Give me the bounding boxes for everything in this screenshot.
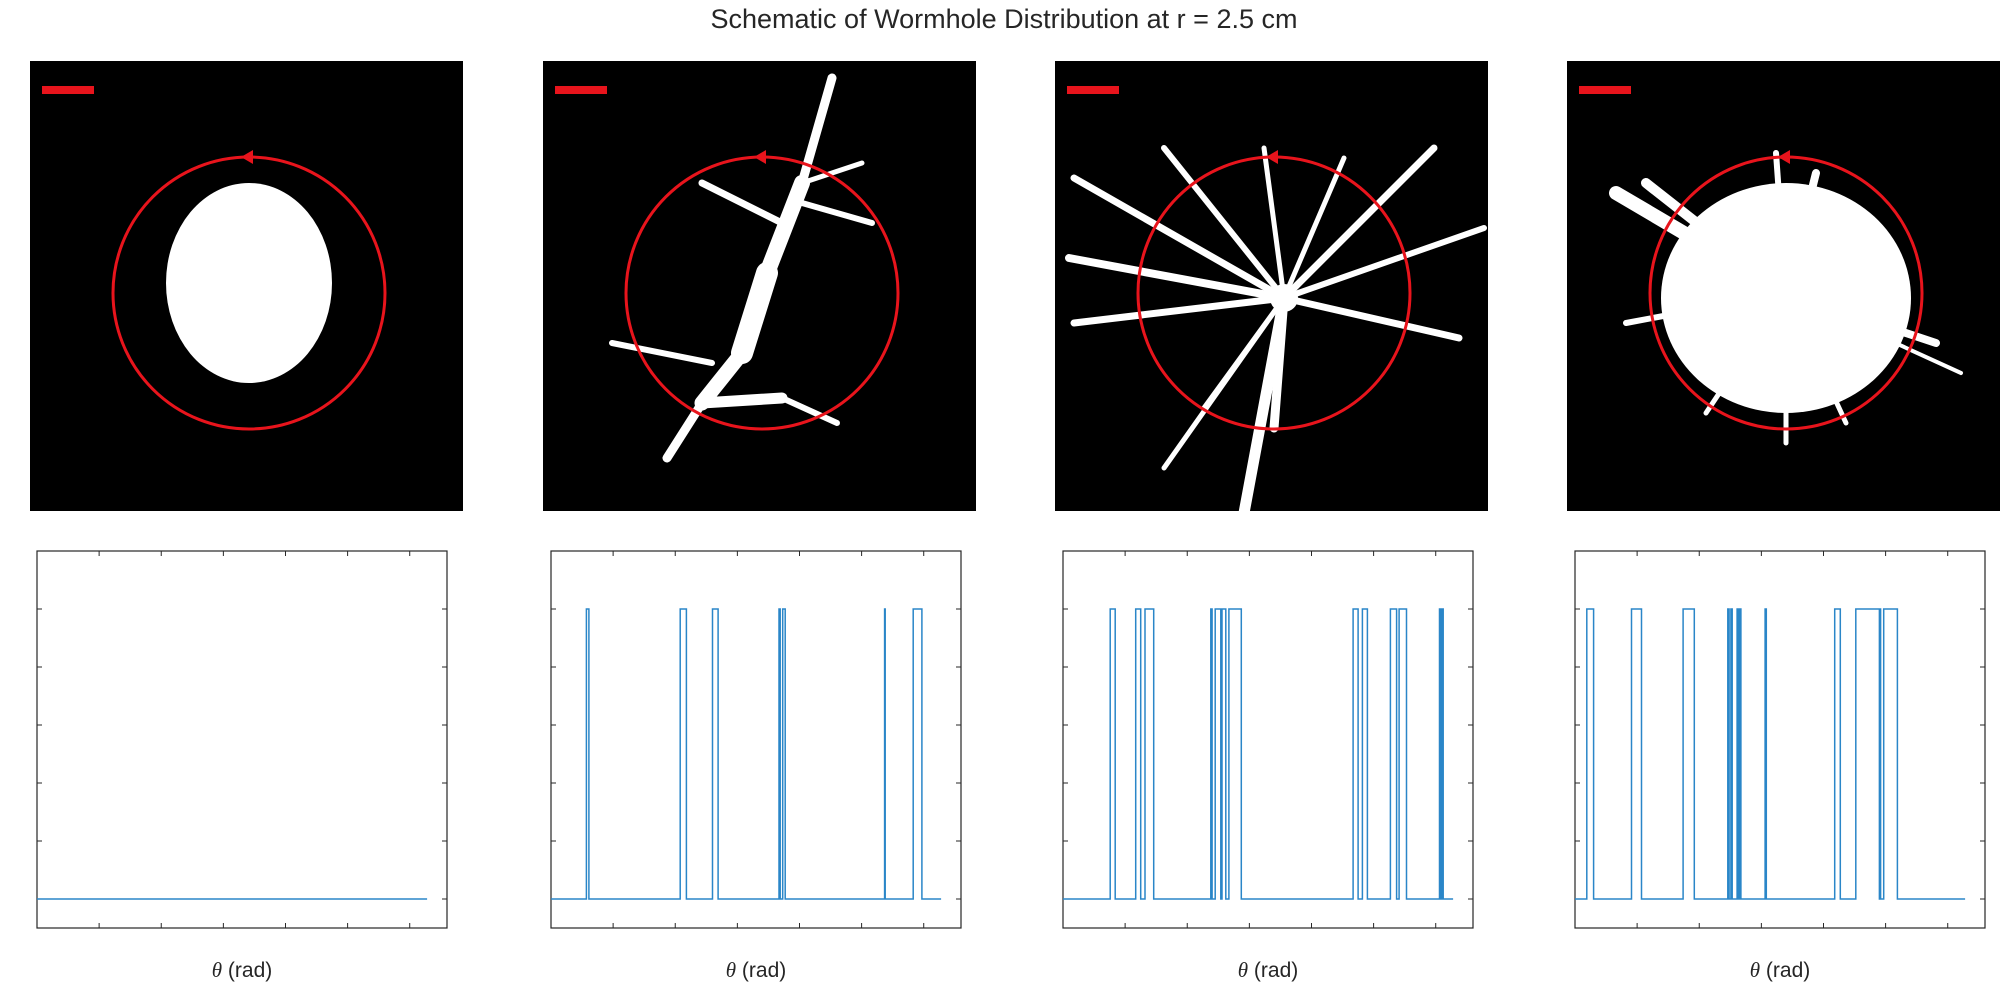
plot-area	[1574, 550, 1986, 929]
scale-bar	[555, 86, 607, 94]
plot-panels: θ (rad) θ (rad) θ (rad) θ (rad)	[36, 550, 1986, 982]
series-line	[1063, 608, 1454, 900]
x-axis-unit: (rad)	[1760, 959, 1810, 982]
wormhole-branch	[1070, 174, 1288, 302]
wormhole-branch	[779, 395, 840, 426]
wormhole-finger	[1773, 150, 1789, 296]
plot-area	[36, 550, 448, 929]
wormhole-branch	[1238, 292, 1290, 519]
image-panel-d	[1567, 61, 2000, 511]
wormhole-branch	[799, 200, 875, 226]
x-axis-label: θ (rad)	[1750, 958, 1811, 982]
scale-bar	[42, 86, 94, 94]
wormhole-branch	[698, 179, 786, 227]
scale-bar	[1067, 86, 1119, 94]
wormhole-finger	[1784, 291, 1963, 375]
image-panel-a	[30, 61, 463, 511]
wormhole-finger	[1783, 290, 1849, 426]
x-axis-symbol: θ	[212, 958, 222, 982]
wormhole-branch	[1280, 294, 1463, 342]
direction-arrow-icon	[754, 150, 766, 164]
plot-panel-e: θ (rad)	[36, 550, 448, 982]
wormhole-branch	[1281, 155, 1347, 301]
x-axis-unit: (rad)	[222, 959, 272, 982]
wormhole-branch	[731, 262, 778, 364]
figure-title: Schematic of Wormhole Distribution at r …	[711, 4, 1298, 34]
wormhole-branch	[1281, 225, 1487, 301]
scale-bar	[1579, 86, 1631, 94]
x-axis-label: θ (rad)	[726, 958, 787, 982]
wormhole-finger	[1703, 290, 1789, 416]
x-axis-symbol: θ	[1750, 958, 1760, 982]
direction-arrow-icon	[241, 150, 253, 164]
x-axis-unit: (rad)	[736, 959, 786, 982]
image-panels	[30, 61, 2000, 519]
x-axis-symbol: θ	[1238, 958, 1248, 982]
plot-panel-f: θ (rad)	[550, 550, 962, 982]
direction-arrow-icon	[1778, 150, 1790, 164]
wormhole-finger	[1782, 169, 1820, 297]
wormhole-branch	[1261, 145, 1287, 301]
wormhole-branch	[1161, 145, 1287, 301]
wormhole-branch	[694, 345, 750, 411]
dissolved-region	[166, 183, 332, 383]
wormhole-branch	[759, 175, 810, 281]
plot-area	[550, 550, 962, 929]
wormhole-branch	[1065, 254, 1288, 302]
wormhole-branch	[696, 392, 788, 409]
series-line	[551, 608, 942, 900]
plot-panel-g: θ (rad)	[1062, 550, 1474, 982]
wormhole-finger	[1641, 178, 1791, 298]
series-line	[1575, 608, 1966, 900]
wormhole-finger	[1782, 289, 1940, 347]
x-axis-label: θ (rad)	[1238, 958, 1299, 982]
plot-area	[1062, 550, 1474, 929]
wormhole-branch	[609, 340, 715, 366]
image-panel-b	[543, 61, 976, 511]
image-panel-c	[1055, 61, 1488, 519]
x-axis-symbol: θ	[726, 958, 736, 982]
wormhole-branch	[1201, 295, 1287, 411]
plot-panel-h: θ (rad)	[1574, 550, 1986, 982]
direction-arrow-icon	[1266, 150, 1278, 164]
wormhole-branch	[1280, 144, 1438, 302]
x-axis-unit: (rad)	[1248, 959, 1298, 982]
x-axis-label: θ (rad)	[212, 958, 273, 982]
wormhole-branch	[1070, 294, 1288, 327]
wormhole-branch	[799, 160, 865, 186]
